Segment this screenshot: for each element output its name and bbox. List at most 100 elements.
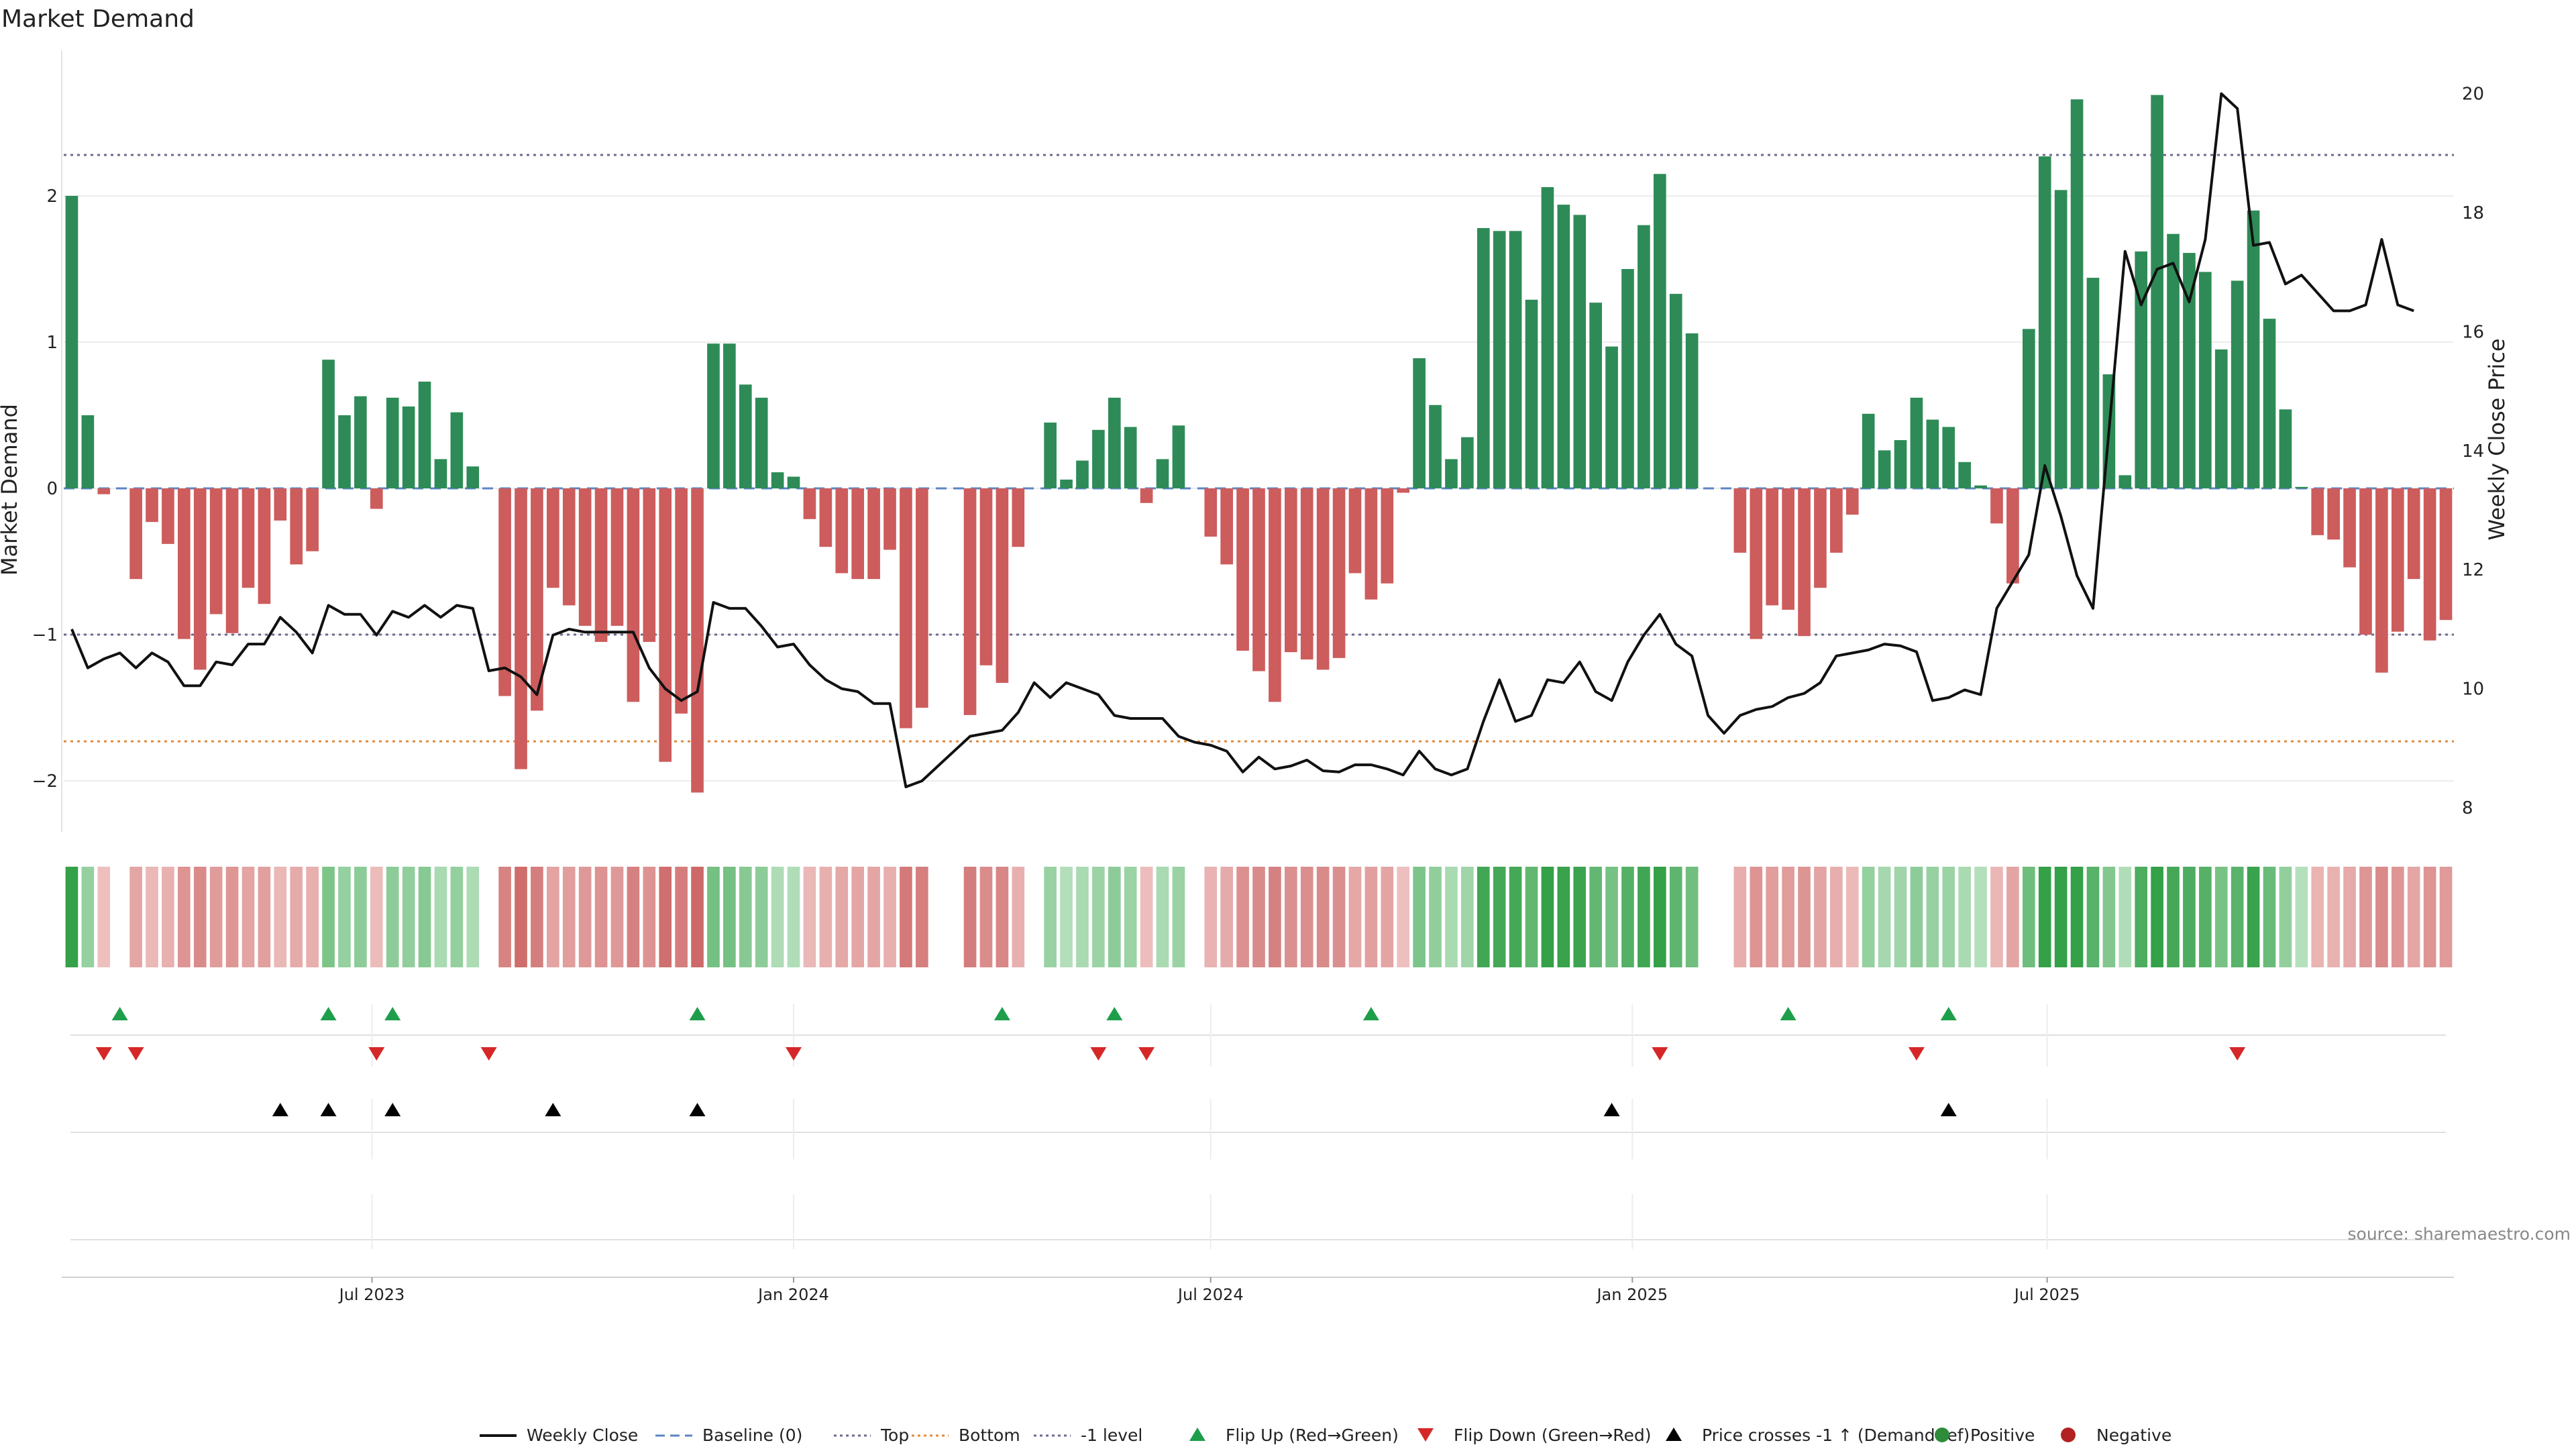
demand-bar (1750, 488, 1763, 639)
legend: Weekly Close Baseline (0) Top Bottom -1 leve… (480, 1426, 2171, 1445)
demand-bar (1573, 215, 1587, 488)
heatmap-cell (193, 867, 207, 967)
legend-label: Negative (2096, 1426, 2171, 1445)
heatmap-cell (691, 867, 704, 967)
legend-item: Bottom (912, 1426, 1020, 1445)
demand-bar (1766, 488, 1779, 606)
legend-item: -1 level (1034, 1426, 1142, 1445)
heatmap-cell (1653, 867, 1666, 967)
heatmap-cell (578, 867, 592, 967)
heatmap-cell (386, 867, 399, 967)
demand-bar (803, 488, 816, 519)
heatmap-cell (1124, 867, 1137, 967)
y-right-tick-label: 20 (2462, 85, 2484, 105)
heatmap-cell (2006, 867, 2019, 967)
heatmap-cell (1397, 867, 1410, 967)
heatmap-cell (739, 867, 752, 967)
heatmap-cell (643, 867, 656, 967)
heatmap-cell (2311, 867, 2324, 967)
heatmap-cell (1204, 867, 1218, 967)
heatmap-cell (531, 867, 543, 967)
legend-label: Flip Up (Red→Green) (1226, 1426, 1399, 1445)
heatmap-cell (65, 867, 78, 967)
demand-bar (1974, 485, 1987, 488)
heatmap-cell (1830, 867, 1843, 967)
flip-up-marker (689, 1007, 706, 1020)
heatmap-cell (81, 867, 95, 967)
demand-bar (1252, 488, 1265, 672)
y-right-tick-label: 18 (2462, 203, 2484, 223)
demand-bar (1878, 450, 1891, 488)
demand-bar (402, 406, 415, 488)
demand-bar (2038, 156, 2051, 488)
demand-bar (97, 488, 111, 494)
flip-down-marker (480, 1047, 497, 1061)
heatmap-cell (1766, 867, 1779, 967)
y-tick-label: −1 (32, 625, 58, 645)
demand-bar (1845, 488, 1859, 515)
price-cross-marker (384, 1103, 401, 1116)
flip-up-marker (1940, 1007, 1957, 1020)
legend-label: Positive (1970, 1426, 2035, 1445)
demand-bar (2407, 488, 2420, 580)
legend-item: Flip Up (Red→Green) (1189, 1426, 1399, 1445)
heatmap-cell (1845, 867, 1859, 967)
legend-item: Baseline (0) (655, 1426, 802, 1445)
demand-bar (2375, 488, 2388, 673)
heatmap-cell (916, 867, 928, 967)
demand-bar (2006, 488, 2019, 584)
heatmap-cell (1461, 867, 1474, 967)
demand-bar (1557, 205, 1570, 488)
heatmap-cell (867, 867, 880, 967)
flip-down-marker (127, 1047, 144, 1061)
price-cross-marker (1603, 1103, 1620, 1116)
heatmap-cell (1605, 867, 1618, 967)
demand-bar (1316, 488, 1330, 670)
demand-bar (723, 343, 736, 488)
demand-bar (129, 488, 142, 580)
legend-label: Bottom (959, 1426, 1020, 1445)
demand-bar (531, 488, 543, 711)
flip-down-marker (786, 1047, 802, 1061)
demand-bar (2359, 488, 2372, 635)
heatmap-cell (2407, 867, 2420, 967)
x-tick-label: Jan 2024 (757, 1285, 829, 1304)
legend-label: -1 level (1081, 1426, 1142, 1445)
heatmap-cell (258, 867, 271, 967)
legend-label: Weekly Close (527, 1426, 638, 1445)
demand-bar (1060, 479, 1073, 488)
y-axis-ticks: −2 −1 0 1 2 (32, 186, 58, 792)
heatmap-cell (547, 867, 559, 967)
demand-bar (178, 488, 191, 639)
heatmap-cell (723, 867, 736, 967)
demand-bar (675, 488, 688, 714)
legend-label: Baseline (0) (702, 1426, 802, 1445)
legend-swatch (1666, 1428, 1682, 1441)
demand-bar (1509, 231, 1522, 488)
demand-bar (1381, 488, 1394, 584)
signal-markers (70, 1004, 2446, 1249)
heatmap-cell (1621, 867, 1634, 967)
flip-up-marker (1106, 1007, 1123, 1020)
demand-bar (979, 488, 993, 665)
price-cross-marker (272, 1103, 288, 1116)
demand-bar (1910, 397, 1923, 488)
heatmap-cell (354, 867, 367, 967)
demand-bar (2167, 233, 2180, 488)
demand-bar (1012, 488, 1025, 547)
demand-bar (1605, 346, 1618, 488)
demand-bar (354, 396, 367, 488)
demand-bar (578, 488, 592, 626)
heatmap-cell (1140, 867, 1153, 967)
heatmap-cell (707, 867, 720, 967)
heatmap-cell (1541, 867, 1554, 967)
heatmap-cell (1429, 867, 1442, 967)
flip-down-marker (95, 1047, 112, 1061)
flip-down-marker (2229, 1047, 2246, 1061)
y-tick-label: −2 (32, 771, 58, 792)
demand-bar (1269, 488, 1281, 702)
heatmap-cell (2423, 867, 2436, 967)
flip-down-marker (1908, 1047, 1925, 1061)
demand-bar (867, 488, 880, 580)
demand-bar (1076, 460, 1089, 488)
